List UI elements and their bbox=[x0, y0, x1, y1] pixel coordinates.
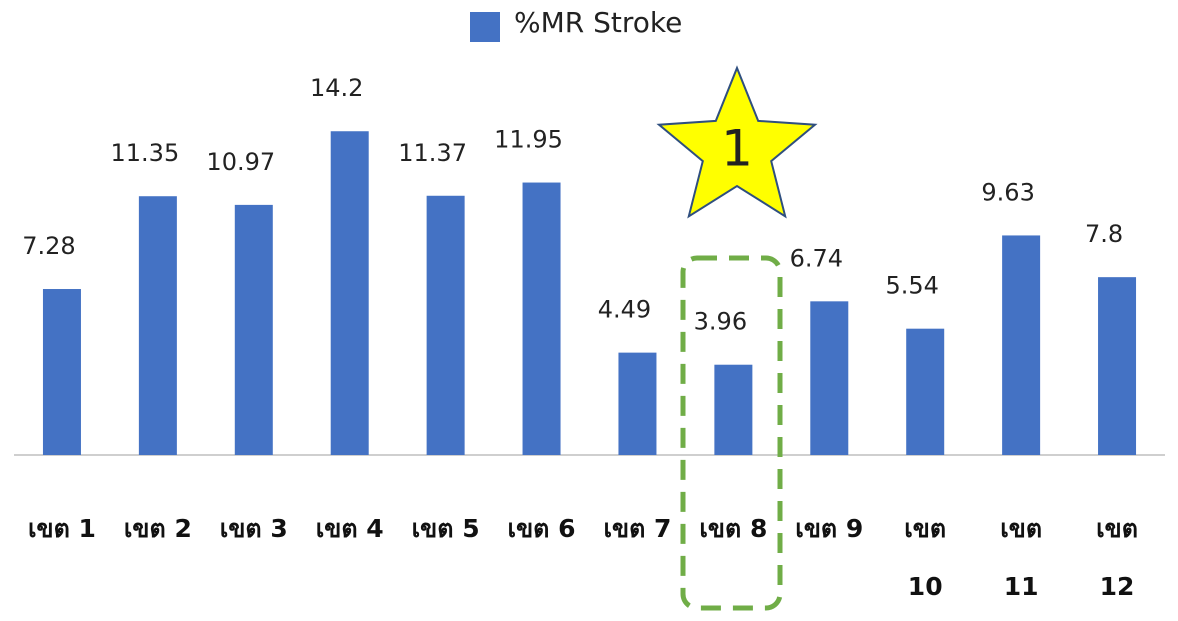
x-tick-label: เขต 7 bbox=[603, 514, 672, 543]
bar bbox=[906, 328, 945, 455]
bar bbox=[810, 301, 849, 455]
bar bbox=[1002, 235, 1041, 455]
bar bbox=[234, 204, 273, 455]
x-tick-label: เขต 4 bbox=[315, 514, 384, 543]
data-label: 14.2 bbox=[310, 74, 363, 102]
star bbox=[656, 65, 818, 219]
legend-label: %MR Stroke bbox=[514, 6, 682, 39]
x-tick-label: เขต 3 bbox=[219, 514, 288, 543]
data-label: 10.97 bbox=[206, 148, 275, 176]
data-label: 4.49 bbox=[598, 296, 651, 324]
data-label: 11.37 bbox=[398, 139, 467, 167]
highlight-box bbox=[680, 255, 783, 611]
bar bbox=[138, 196, 177, 455]
x-tick-label: เขต 1 bbox=[27, 514, 96, 543]
x-tick-label: เขต 6 bbox=[507, 514, 576, 543]
data-label: 7.8 bbox=[1085, 220, 1123, 248]
bar bbox=[330, 131, 369, 456]
data-label: 7.28 bbox=[22, 232, 75, 260]
bar bbox=[714, 364, 753, 455]
data-label: 11.95 bbox=[494, 126, 563, 154]
x-tick-label: เขต 2 bbox=[123, 514, 192, 543]
bar bbox=[618, 352, 657, 455]
data-label: 5.54 bbox=[885, 272, 938, 300]
data-label: 11.35 bbox=[111, 139, 180, 167]
star-label: 1 bbox=[721, 120, 753, 178]
x-tick-label: เขต 12 bbox=[1096, 514, 1138, 601]
data-label: 9.63 bbox=[981, 178, 1034, 206]
x-tick-label: เขต 8 bbox=[699, 514, 768, 543]
legend-swatch bbox=[470, 12, 500, 42]
x-tick-label: เขต 5 bbox=[411, 514, 480, 543]
x-tick-label: เขต 9 bbox=[795, 514, 864, 543]
data-label: 3.96 bbox=[694, 308, 747, 336]
bar bbox=[426, 195, 465, 455]
data-label: 6.74 bbox=[790, 244, 843, 272]
bar bbox=[1098, 277, 1137, 455]
bar bbox=[42, 289, 81, 455]
bar bbox=[522, 182, 561, 456]
x-tick-label: เขต 11 bbox=[1000, 514, 1043, 601]
x-tick-label: เขต 10 bbox=[904, 514, 947, 601]
